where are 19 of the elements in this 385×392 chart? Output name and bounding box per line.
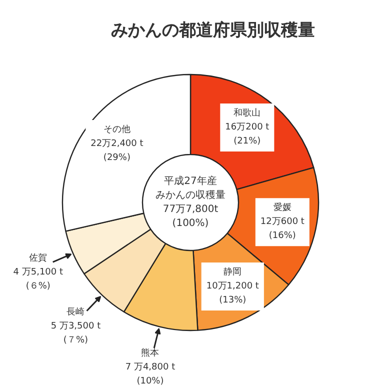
slice-label: 佐賀 [29, 252, 48, 264]
slice-label: 熊本 [141, 348, 160, 359]
data-label: 7 万4,800 t (10%) [125, 362, 176, 387]
slice-label: 静岡 [224, 266, 242, 278]
data-label: 12万600 t (16%) [260, 217, 305, 242]
text: 平成27年産 [164, 175, 217, 187]
data-label: 22万2,400 t (29%) [90, 138, 144, 163]
text: (100%) [172, 218, 209, 229]
slice-label: その他 [103, 124, 130, 135]
slice-label: 和歌山 [234, 108, 261, 119]
text: 77万7,800t [162, 204, 218, 215]
data-label: 5 万3,500 t (７%) [50, 321, 102, 346]
text: みかんの収穫量 [156, 189, 226, 201]
chart-title: みかんの都道府県別収穫量 [111, 20, 315, 40]
data-label: 16万200 t (21%) [225, 122, 270, 147]
data-label: 4 万5,100 t (６%) [13, 267, 64, 292]
slice-label: 長崎 [66, 306, 85, 318]
data-label: 10万1,200 t (13%) [206, 282, 260, 306]
slice-label: 愛媛 [273, 202, 292, 214]
